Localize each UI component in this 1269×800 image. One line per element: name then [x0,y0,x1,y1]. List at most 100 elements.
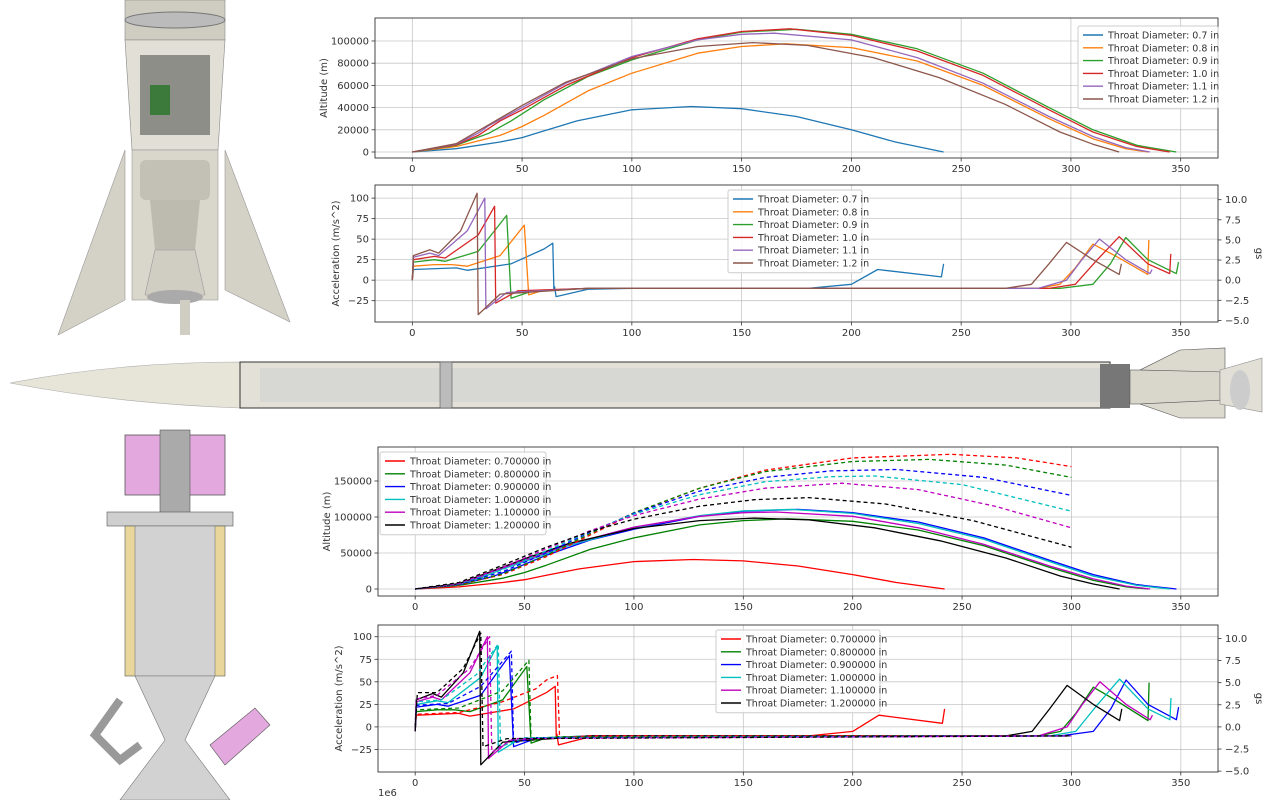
legend: Throat Diameter: 0.700000 in Throat Diame… [379,451,551,536]
chart-3: 0 50 100 150 200 250 300 350 0 50000 100000 150000A… [322,446,1219,613]
x-tick-label: 250 [952,164,971,175]
legend-entry: Throat Diameter: 0.700000 in [409,457,551,468]
legend-entry: Throat Diameter: 0.7 in [757,195,869,206]
axes-frame [377,446,1219,597]
series-line-dashed [415,468,1072,590]
y-axis-label: Acceleration (m/s^2) [331,200,342,306]
y-tick-label: 0 [366,722,372,733]
series-line [415,511,1151,590]
legend-entry: Throat Diameter: 1.200000 in [745,699,887,710]
x-tick-label: 300 [1062,778,1081,789]
y2-tick-label: 7.5 [1225,215,1241,226]
legend: Throat Diameter: 0.7 in Throat Diameter: … [1077,25,1219,110]
x-tick-label: 200 [843,602,862,613]
x-tick-label: 350 [1171,164,1190,175]
y-tick-label: 50 [359,677,372,688]
y2-tick-label: 5.0 [1225,678,1241,689]
series-line [412,43,1148,153]
axes-frame [377,624,1219,773]
chart-2: 0 50 100 150 200 250 300 350 −25 0 25 50 75 100 −5.0 −2… [331,184,1264,339]
series-line-dashed [414,636,1072,753]
x-tick-label: 100 [622,164,641,175]
legend-entry: Throat Diameter: 1.2 in [757,259,869,270]
legend-entry: Throat Diameter: 1.0 in [1107,69,1219,80]
legend-entry: Throat Diameter: 1.1 in [757,246,869,257]
x-tick-label: 250 [953,778,972,789]
y-tick-label: 100 [353,632,372,643]
y2-tick-label: −5.0 [1225,316,1249,327]
y-tick-label: 100 [350,194,369,205]
series-line [412,41,1120,153]
y-tick-label: 50000 [340,549,372,560]
series-line-dashed [415,482,1072,590]
x-tick-label: 0 [409,164,415,175]
y2-tick-label: −2.5 [1225,296,1249,307]
legend-entry: Throat Diameter: 1.000000 in [745,673,887,684]
legend-entry: Throat Diameter: 0.9 in [1107,56,1219,67]
axes-frame [374,184,1219,323]
x-tick-label: 0 [412,778,418,789]
y-tick-label: 25 [359,700,372,711]
x-tick-label: 100 [624,602,643,613]
legend-box [379,451,547,536]
x-tick-label: 300 [1062,602,1081,613]
x-tick-label: 50 [518,778,531,789]
offset-text: 1e6 [378,788,397,799]
x-tick-label: 350 [1171,778,1190,789]
x-tick-label: 100 [622,328,641,339]
legend-entry: Throat Diameter: 1.100000 in [409,508,551,519]
legend-entry: Throat Diameter: 1.100000 in [745,686,887,697]
avionics-cutaway-render [57,0,291,336]
legend-entry: Throat Diameter: 0.800000 in [745,647,887,658]
y-tick-label: 100000 [334,512,372,523]
legend-entry: Throat Diameter: 0.9 in [757,220,869,231]
x-tick-label: 50 [518,602,531,613]
y-tick-label: −25 [348,296,369,307]
y-tick-label: −25 [351,745,372,756]
legend-box [715,629,881,714]
y-axis-label: Acceleration (m/s^2) [334,645,345,751]
x-tick-label: 150 [732,328,751,339]
x-tick-label: 100 [624,778,643,789]
x-tick-label: 0 [409,328,415,339]
y2-axis-label: gs [1253,693,1264,705]
series-line [412,28,1170,153]
y-tick-label: 50 [356,235,369,246]
y-tick-label: 75 [356,214,369,225]
legend-box [727,189,863,274]
series-line [414,685,946,746]
legend-entry: Throat Diameter: 0.7 in [1107,31,1219,42]
series-line [412,32,1151,153]
y-tick-label: 0 [366,585,372,596]
y2-tick-label: 0.0 [1225,722,1241,733]
legend: Throat Diameter: 0.7 in Throat Diameter: … [727,189,869,274]
series-line [415,517,1120,590]
legend-entry: Throat Diameter: 1.1 in [1107,82,1219,93]
y-tick-label: 20000 [337,125,369,136]
series-line-dashed [414,674,1072,739]
y2-tick-label: 2.5 [1225,256,1241,267]
x-tick-label: 350 [1171,328,1190,339]
series-line [415,508,1170,590]
y2-axis-label: gs [1253,248,1264,260]
y2-tick-label: −2.5 [1225,745,1249,756]
x-tick-label: 200 [842,328,861,339]
motor-cross-section-render [89,429,271,800]
y-tick-label: 40000 [337,103,369,114]
x-tick-label: 150 [734,602,753,613]
series-line-dashed [414,632,1072,748]
x-tick-label: 150 [732,164,751,175]
series-line-dashed [415,496,1072,590]
legend-entry: Throat Diameter: 1.000000 in [409,495,551,506]
series-line [412,105,944,153]
y-tick-label: 0 [363,276,369,287]
series-line [415,558,945,590]
x-tick-label: 150 [734,778,753,789]
y2-tick-label: 2.5 [1225,700,1241,711]
x-tick-label: 200 [842,164,861,175]
y-tick-label: 100000 [331,36,369,47]
legend-entry: Throat Diameter: 0.900000 in [745,660,887,671]
